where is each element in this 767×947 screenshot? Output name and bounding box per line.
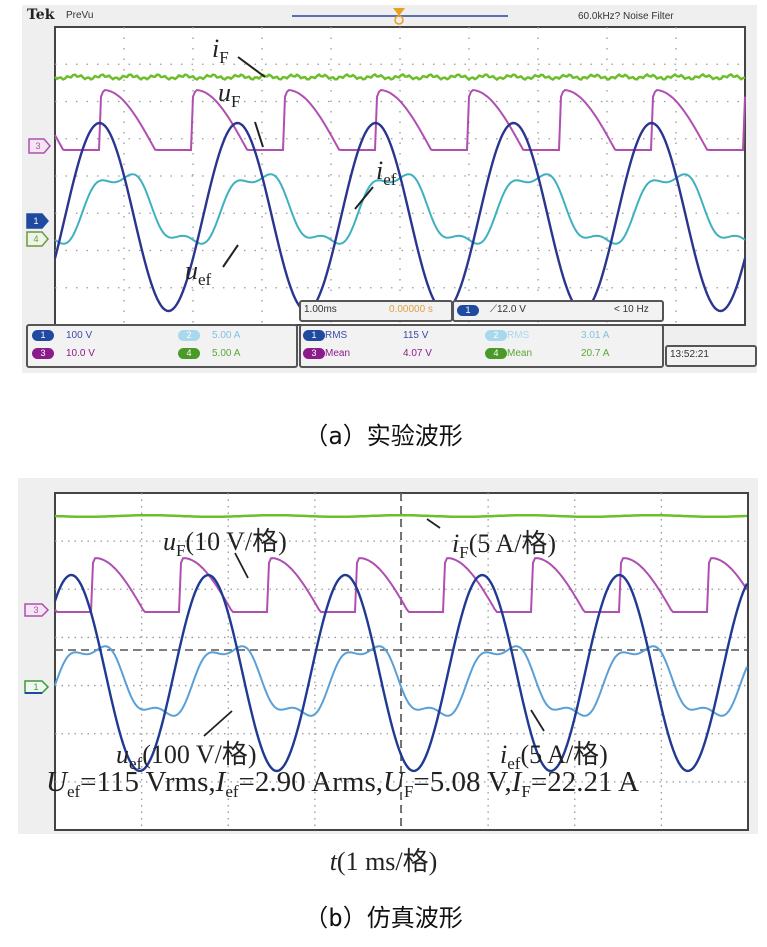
measurement-3: 2 RMS 3.01 A: [485, 330, 609, 341]
channel-3-marker-label: 3: [35, 141, 41, 151]
sim-channel-3-label: 3: [33, 605, 39, 615]
tek-logo: Tek: [27, 7, 55, 23]
ch2-chip: 2: [178, 330, 200, 341]
waveform-plot-b: [53, 492, 749, 831]
trace-label-ief-sim: ief(5 A/格): [500, 740, 608, 773]
channel-1-marker[interactable]: [26, 213, 50, 229]
ch4-scale: 5.00 A: [212, 348, 241, 360]
timebase-position: 0.00000 s: [389, 304, 433, 315]
sim-channel-3-marker[interactable]: [24, 603, 50, 617]
trace-label-uef: uef: [185, 256, 212, 289]
measurement-1: 1 RMS 115 V: [303, 330, 428, 341]
sim-channel-1-marker[interactable]: [24, 680, 50, 694]
acquisition-mode: PreVu: [66, 10, 94, 21]
measurement-2: 3 Mean 4.07 V: [303, 348, 432, 359]
channel-1-marker-label: 1: [33, 216, 39, 226]
summary-values: Uef=115 Vrms,Ief=2.90 Arms,UF=5.08 V,IF=…: [46, 766, 640, 801]
noise-filter-label: 60.0kHz? Noise Filter: [578, 11, 674, 22]
trace-label-iF-sim: iF(5 A/格): [452, 529, 557, 562]
timebase-box[interactable]: 1.00ms 0.00000 s: [299, 300, 453, 322]
trace-label-uF-sim: uF(10 V/格): [163, 527, 287, 560]
sim-channel-1-label: 1: [33, 682, 39, 692]
ch2-scale: 5.00 A: [212, 330, 241, 342]
trace-label-ief: ief: [376, 156, 397, 189]
trace-label-uF: uF: [218, 78, 241, 111]
caption-a: （a）实验波形: [304, 422, 463, 450]
measurements-box[interactable]: 1 RMS 115 V 3 Mean 4.07 V 2 RMS 3.01 A 4 Mean 20…: [299, 324, 664, 368]
x-axis-label: t(1 ms/格): [329, 847, 438, 876]
timebase-scale: 1.00ms: [304, 304, 337, 315]
trace-label-uef-sim: uef(100 V/格): [116, 740, 257, 773]
trigger-level: ⟋12.0 V: [490, 304, 526, 315]
measurement-4: 4 Mean 20.7 A: [485, 348, 609, 359]
channel-4-marker-label: 4: [33, 234, 39, 244]
channel-4-marker[interactable]: [26, 231, 50, 247]
ch4-chip: 4: [178, 348, 200, 359]
ch3-scale: 10.0 V: [66, 348, 95, 360]
channel-3-marker[interactable]: [28, 138, 52, 154]
clock-time: 13:52:21: [670, 349, 709, 360]
trigger-box[interactable]: 1 ⟋12.0 V < 10 Hz: [452, 300, 664, 322]
waveform-plot-a: [53, 26, 747, 326]
ch1-chip: 1: [32, 330, 54, 341]
ch3-chip: 3: [32, 348, 54, 359]
trigger-frequency: < 10 Hz: [614, 304, 649, 315]
caption-b: （b）仿真波形: [304, 904, 463, 932]
channel-settings-box[interactable]: 1 100 V 3 10.0 V 2 5.00 A 4 5.00 A: [26, 324, 298, 368]
clock-box: 13:52:21: [665, 345, 757, 367]
trace-label-iF: iF: [212, 34, 229, 67]
trigger-ch-chip: 1: [457, 305, 479, 316]
ch1-scale: 100 V: [66, 330, 93, 342]
